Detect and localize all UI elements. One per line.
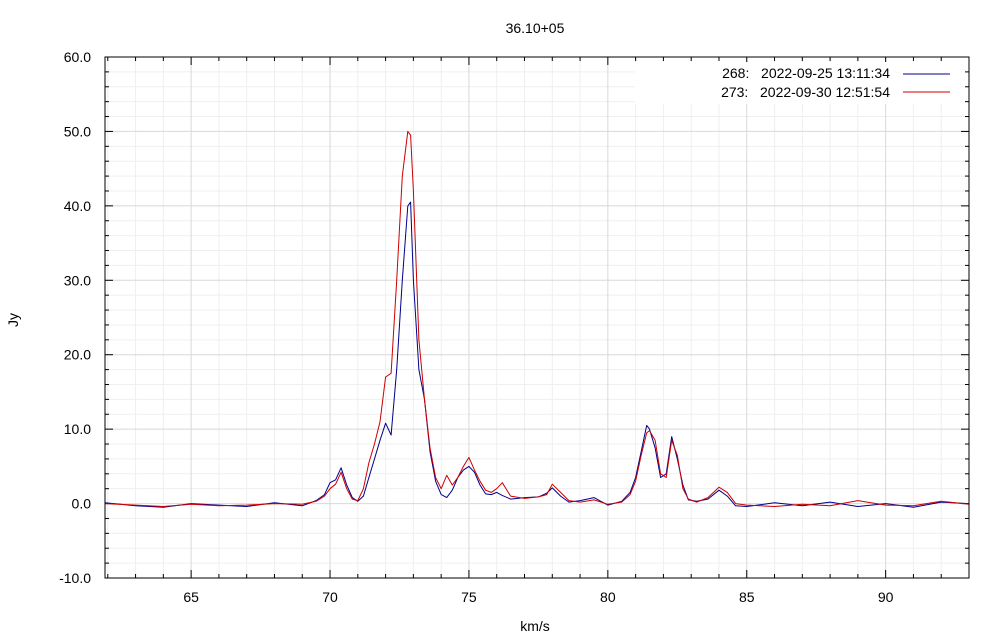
- legend-label-273: 273: 2022-09-30 12:51:54: [721, 84, 890, 100]
- series-line-0: [104, 201, 970, 508]
- y-tick-label: 40.0: [64, 198, 91, 214]
- y-tick-label: 0.0: [72, 496, 92, 512]
- series-line-1: [104, 130, 970, 507]
- tick-labels: 65 70 75 80 85 90 -10.0 0.0 10.0 20.0 30.0 40.0 50.0…: [59, 49, 894, 605]
- axis-ticks: [105, 56, 970, 579]
- legend-label-268: 268: 2022-09-25 13:11:34: [722, 65, 890, 81]
- legend: 268: 2022-09-25 13:11:34 273: 2022-09-30…: [635, 62, 965, 104]
- x-tick-label: 75: [461, 589, 477, 605]
- y-tick-label: -10.0: [59, 570, 91, 586]
- x-tick-label: 90: [878, 589, 894, 605]
- y-axis-label: Jy: [5, 313, 21, 327]
- x-tick-label: 65: [183, 589, 199, 605]
- x-tick-label: 80: [600, 589, 616, 605]
- plot-frame: [104, 56, 970, 579]
- chart-title: 36.10+05: [506, 20, 565, 36]
- y-tick-label: 60.0: [64, 49, 91, 65]
- legend-background: [635, 62, 965, 104]
- minor-grid: [105, 57, 970, 578]
- x-axis-label: km/s: [520, 618, 550, 634]
- y-tick-label: 30.0: [64, 272, 91, 288]
- y-tick-label: 20.0: [64, 347, 91, 363]
- series-layer: [104, 130, 970, 508]
- y-tick-label: 10.0: [64, 421, 91, 437]
- y-tick-label: 50.0: [64, 123, 91, 139]
- x-tick-label: 85: [739, 589, 755, 605]
- x-tick-label: 70: [322, 589, 338, 605]
